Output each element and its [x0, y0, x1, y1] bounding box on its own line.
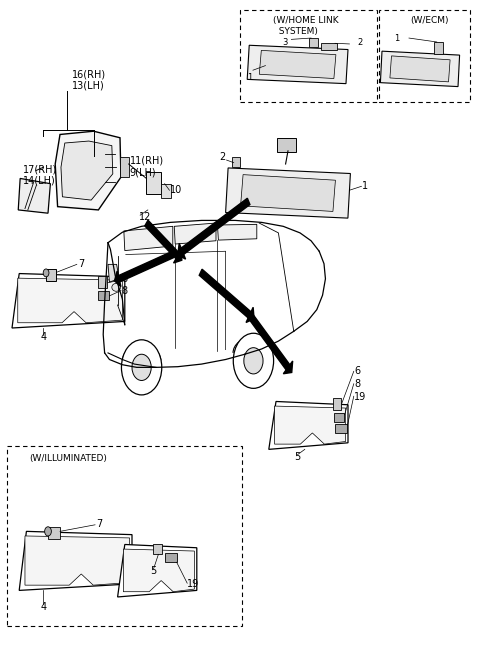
Polygon shape: [108, 264, 119, 282]
Bar: [309, 38, 318, 47]
Bar: [98, 276, 107, 288]
Polygon shape: [248, 312, 290, 370]
Text: 1: 1: [362, 180, 369, 191]
Polygon shape: [226, 168, 350, 218]
Polygon shape: [123, 549, 194, 592]
Polygon shape: [217, 224, 257, 240]
Polygon shape: [61, 141, 113, 200]
Polygon shape: [118, 251, 174, 282]
Bar: [333, 398, 341, 410]
Bar: [120, 157, 129, 177]
Polygon shape: [178, 243, 186, 259]
Polygon shape: [240, 174, 336, 211]
Bar: [7, 446, 242, 626]
Polygon shape: [115, 271, 121, 287]
Polygon shape: [247, 45, 348, 83]
Text: 12: 12: [139, 212, 152, 222]
Text: 3: 3: [283, 38, 288, 47]
Bar: [379, 10, 470, 102]
Polygon shape: [19, 531, 132, 590]
Polygon shape: [18, 178, 50, 213]
Bar: [146, 172, 161, 194]
Polygon shape: [181, 198, 250, 255]
Polygon shape: [390, 56, 450, 82]
Circle shape: [233, 333, 274, 388]
Bar: [153, 544, 162, 554]
Circle shape: [132, 354, 151, 380]
Text: 8: 8: [121, 285, 128, 296]
Ellipse shape: [112, 283, 120, 291]
Polygon shape: [269, 401, 348, 449]
Text: 5: 5: [294, 451, 301, 462]
Circle shape: [43, 269, 49, 277]
Text: 6: 6: [121, 274, 128, 285]
Circle shape: [244, 348, 263, 374]
Polygon shape: [18, 278, 122, 323]
Text: 6: 6: [354, 365, 360, 376]
Text: 16(RH)
13(LH): 16(RH) 13(LH): [72, 70, 106, 91]
Text: (W/HOME LINK
  SYSTEM): (W/HOME LINK SYSTEM): [273, 16, 338, 36]
Text: 11(RH)
9(LH): 11(RH) 9(LH): [130, 156, 164, 177]
Polygon shape: [199, 269, 251, 318]
Bar: [98, 291, 109, 300]
Text: 1: 1: [247, 73, 252, 82]
Circle shape: [45, 527, 51, 536]
Bar: [232, 157, 240, 167]
Polygon shape: [25, 536, 130, 585]
Text: 8: 8: [354, 379, 360, 389]
Text: 17(RH)
14(LH): 17(RH) 14(LH): [23, 165, 57, 186]
Text: 7: 7: [78, 259, 84, 270]
Polygon shape: [55, 131, 121, 210]
Polygon shape: [380, 51, 460, 87]
Text: 4: 4: [40, 602, 46, 612]
Bar: [165, 553, 177, 562]
Polygon shape: [275, 406, 346, 444]
Text: (W/ECM): (W/ECM): [410, 16, 449, 26]
Bar: [277, 138, 296, 152]
Bar: [434, 42, 443, 54]
Text: 5: 5: [150, 565, 157, 576]
Text: 19: 19: [187, 579, 200, 589]
Text: 1: 1: [394, 33, 399, 43]
Text: (W/ILLUMINATED): (W/ILLUMINATED): [29, 454, 107, 463]
Text: 7: 7: [96, 519, 102, 529]
Text: 2: 2: [358, 38, 363, 47]
Polygon shape: [118, 544, 197, 597]
Text: 19: 19: [354, 392, 367, 402]
Polygon shape: [12, 274, 125, 328]
Polygon shape: [124, 226, 173, 251]
Text: 10: 10: [170, 185, 183, 195]
Polygon shape: [283, 361, 293, 374]
Text: 2: 2: [219, 152, 226, 163]
Bar: [48, 527, 60, 539]
Bar: [335, 424, 347, 433]
Text: 4: 4: [40, 331, 46, 342]
Polygon shape: [174, 223, 216, 244]
Polygon shape: [174, 249, 182, 263]
Bar: [334, 413, 344, 422]
Bar: [46, 269, 56, 281]
Bar: [240, 10, 377, 102]
Polygon shape: [259, 51, 336, 79]
Circle shape: [121, 340, 162, 395]
Polygon shape: [246, 307, 254, 323]
Bar: [321, 43, 337, 50]
Bar: [161, 184, 171, 198]
Polygon shape: [145, 220, 179, 258]
